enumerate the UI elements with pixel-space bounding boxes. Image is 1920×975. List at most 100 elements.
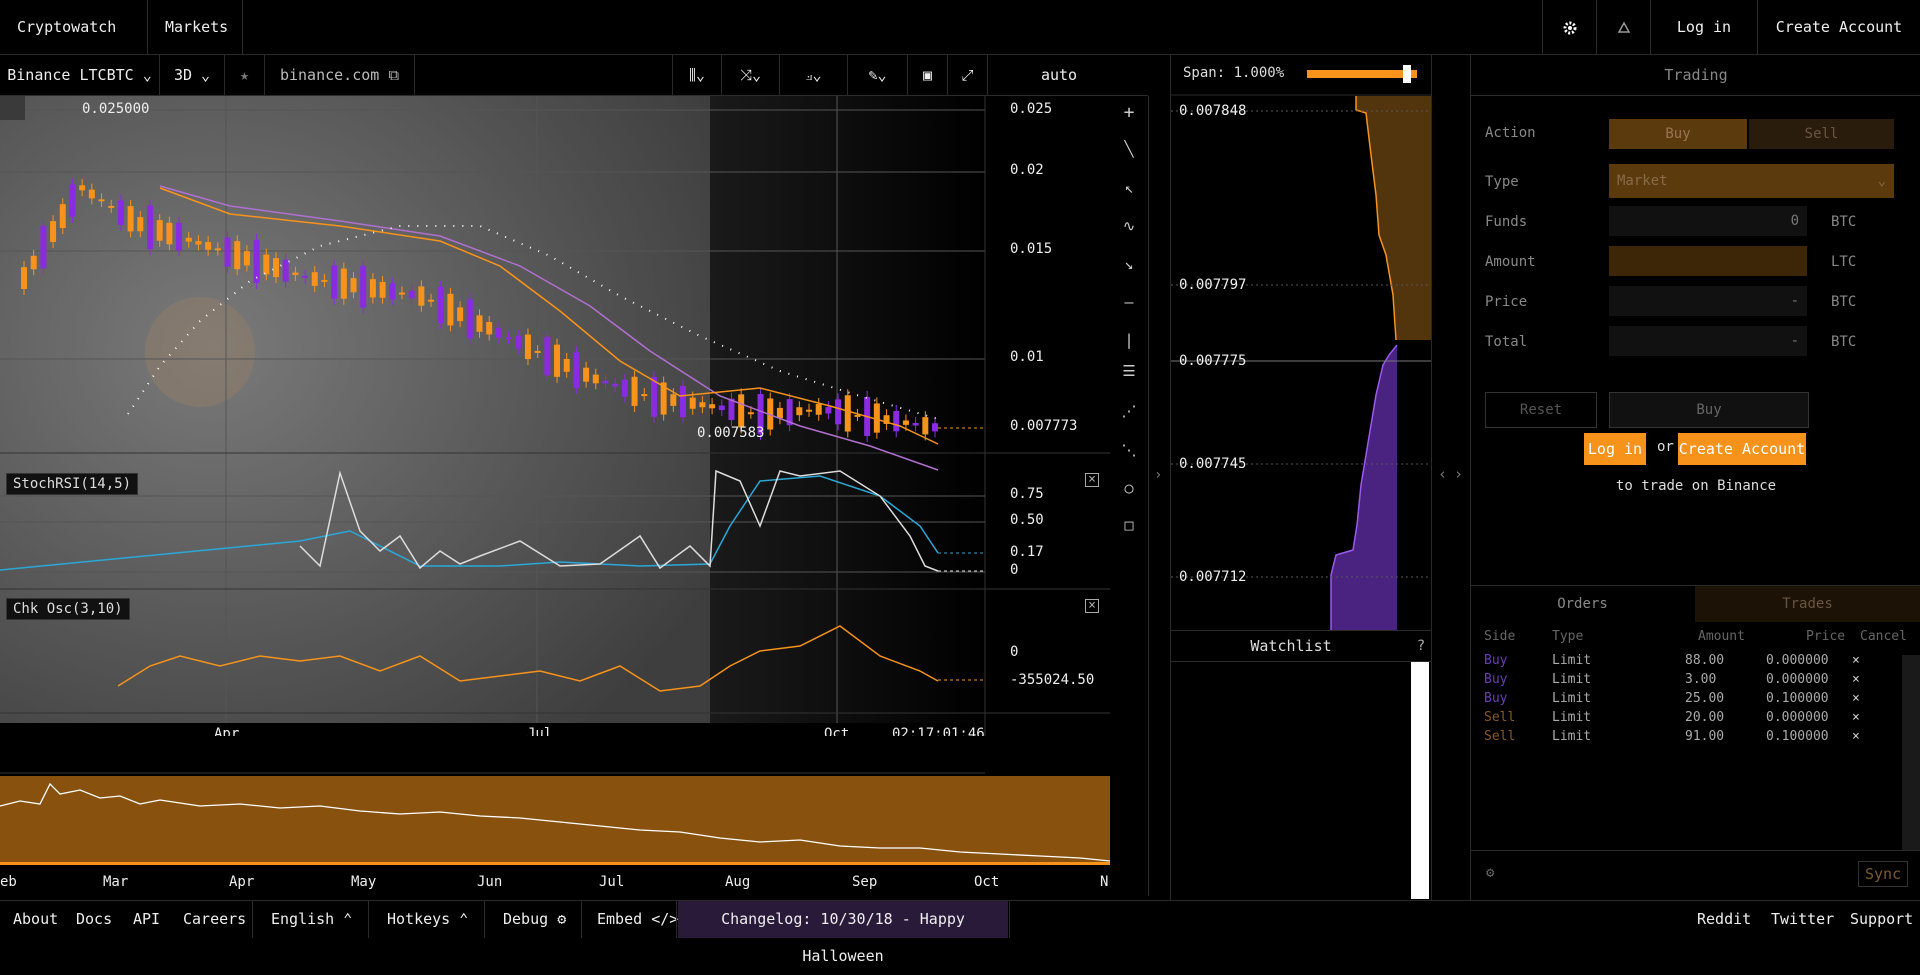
span-slider-handle[interactable] (1403, 65, 1411, 83)
type-label: Type (1485, 174, 1519, 190)
y-tick-last: 0.007773 (1010, 418, 1078, 434)
scale-mode[interactable]: auto (1040, 66, 1078, 84)
candle-body (486, 322, 493, 335)
candle-body (98, 199, 105, 202)
close-icon[interactable]: × (1085, 473, 1099, 487)
rectangle-tool-icon[interactable]: □ (1124, 516, 1134, 534)
footer-support[interactable]: Support (1850, 910, 1914, 928)
watchlist-scrollbar[interactable] (1411, 661, 1429, 899)
collapse-handle[interactable]: › (1148, 55, 1171, 900)
footer-docs[interactable]: Docs (76, 910, 113, 928)
candle-body (631, 376, 638, 406)
chevron-left-icon[interactable]: ‹ (1438, 465, 1448, 483)
navigator[interactable]: eb Mar Apr May Jun Jul Aug Sep Oct N (0, 756, 1110, 900)
panel-toggle[interactable]: ‹ › (1430, 55, 1471, 900)
debug-menu[interactable]: Debug ⚙ (503, 901, 566, 938)
markets-link[interactable]: Markets (148, 0, 243, 54)
ray-tool-icon[interactable]: ↖ (1124, 179, 1134, 197)
circle-tool-icon[interactable]: ○ (1124, 479, 1134, 497)
arrow-tool-icon[interactable]: ↘ (1124, 255, 1134, 273)
footer-about[interactable]: About (13, 910, 59, 928)
vertical-line-icon[interactable]: | (1124, 331, 1134, 349)
sync-button[interactable]: Sync (1858, 861, 1909, 887)
horizontal-line-icon[interactable]: — (1124, 293, 1134, 311)
halloween-background (0, 96, 710, 723)
exchange-link[interactable]: binance.com ⧉ (265, 55, 415, 95)
chaikin-label[interactable]: Chk Osc(3,10) (6, 598, 130, 620)
span-slider[interactable] (1307, 70, 1417, 78)
chevron-down-icon: ⌄ (142, 66, 152, 84)
order-type-select[interactable]: Market ⌄ (1609, 164, 1894, 198)
fib-tool-icon[interactable]: ☰ (1122, 362, 1136, 380)
footer-reddit[interactable]: Reddit (1697, 910, 1752, 928)
candle-body (117, 200, 124, 225)
candle-type-icon[interactable]: ⫼⌄ (672, 55, 722, 95)
candle-body (389, 283, 396, 300)
buy-toggle[interactable]: Buy (1609, 119, 1747, 149)
settings-gear-icon[interactable]: ⚙ (1486, 865, 1495, 881)
language-selector[interactable]: English ⌃ (271, 901, 352, 938)
amount-input[interactable] (1609, 246, 1807, 276)
tab-trades[interactable]: Trades (1695, 586, 1920, 622)
candle-body (224, 237, 231, 267)
candle-body (272, 258, 279, 278)
candle-body (670, 394, 677, 406)
fan-tool-icon[interactable]: ⋱ (1121, 441, 1137, 459)
candle-body (747, 412, 754, 415)
market-selector[interactable]: Binance LTCBTC ⌄ (0, 55, 160, 95)
period-selector[interactable]: 3D ⌄ (160, 55, 225, 95)
help-icon[interactable]: ? (1416, 638, 1426, 654)
cancel-icon[interactable]: × (1852, 691, 1860, 706)
cancel-icon[interactable]: × (1852, 672, 1860, 687)
stoch-rsi-label[interactable]: StochRSI(14,5) (6, 473, 139, 495)
create-account-link[interactable]: Create Account (1757, 0, 1920, 54)
pitchfork-icon[interactable]: ⋰ (1121, 402, 1137, 420)
tab-orders[interactable]: Orders (1557, 596, 1608, 612)
brand-logo[interactable]: Cryptowatch (0, 0, 148, 54)
fullscreen-icon[interactable]: ⤢ (948, 55, 988, 95)
price-input[interactable]: - (1609, 286, 1807, 316)
reset-button[interactable]: Reset (1485, 392, 1597, 428)
login-button[interactable]: Log in (1584, 433, 1646, 465)
close-icon[interactable]: × (1085, 599, 1099, 613)
changelog-link[interactable]: Changelog: 10/30/18 - Happy Halloween (678, 901, 1008, 965)
footer-api[interactable]: API (133, 910, 161, 928)
candle-body (786, 399, 793, 426)
candle-body (195, 241, 202, 245)
stoch-tick: 0.75 (1010, 486, 1044, 502)
cancel-icon[interactable]: × (1852, 653, 1860, 668)
low-label: 0.007583 (697, 425, 765, 441)
cancel-icon[interactable]: × (1852, 729, 1860, 744)
screenshot-icon[interactable]: ▣ (908, 55, 948, 95)
hotkeys-menu[interactable]: Hotkeys ⌃ (387, 901, 468, 938)
star-icon[interactable]: ★ (225, 55, 265, 95)
candle-body (127, 206, 134, 232)
gear-icon[interactable] (1542, 0, 1596, 54)
notification-icon[interactable] (1596, 0, 1650, 54)
overlay-icon[interactable]: ⟓⌄ (780, 55, 848, 95)
order-amount: 25.00 (1685, 691, 1725, 706)
crosshair-icon[interactable]: + (1123, 102, 1135, 123)
chevron-right-icon[interactable]: › (1454, 465, 1464, 483)
chevron-right-icon[interactable]: › (1154, 467, 1163, 483)
nav-label: Jun (477, 874, 503, 890)
navigator-window[interactable] (0, 776, 1110, 864)
draw-icon[interactable]: ✎⌄ (848, 55, 908, 95)
embed-menu[interactable]: Embed </> (597, 901, 678, 938)
nav-label: N (1100, 874, 1109, 890)
chart-area[interactable]: 0.025 0.02 0.015 0.01 0.007773 0.025000 … (0, 96, 1110, 736)
create-account-button[interactable]: Create Account (1678, 433, 1806, 465)
cancel-icon[interactable]: × (1852, 710, 1860, 725)
sell-toggle[interactable]: Sell (1749, 119, 1894, 149)
curve-tool-icon[interactable]: ∿ (1122, 217, 1136, 235)
place-buy-button[interactable]: Buy (1609, 392, 1809, 428)
login-link[interactable]: Log in (1650, 0, 1757, 54)
candle-body (59, 204, 66, 229)
footer-careers[interactable]: Careers (183, 910, 247, 928)
chevron-down-icon: ⌄ (1877, 173, 1886, 189)
footer-twitter[interactable]: Twitter (1771, 910, 1835, 928)
orders-scrollbar[interactable] (1902, 655, 1920, 850)
line-tool-icon[interactable]: ╲ (1124, 140, 1134, 158)
indicator-icon[interactable]: ⤨⌄ (722, 55, 780, 95)
candle-body (379, 281, 386, 298)
